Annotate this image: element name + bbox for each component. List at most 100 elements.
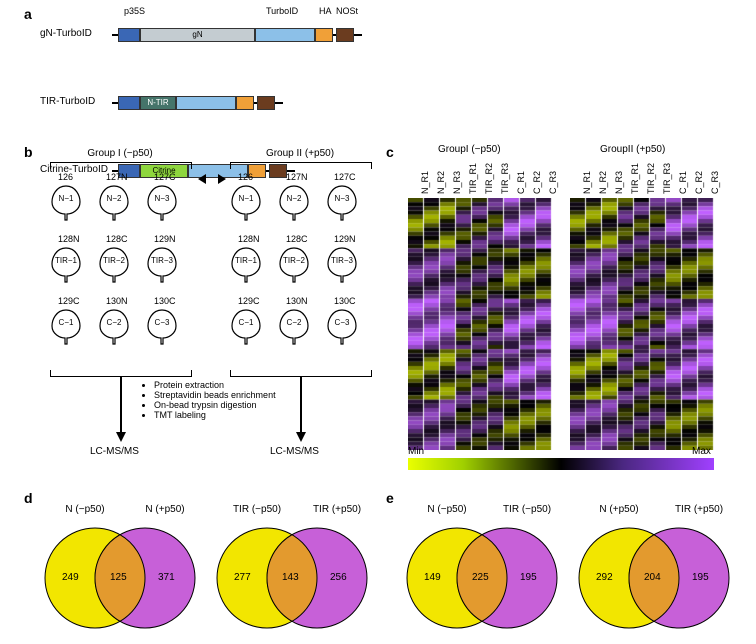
segment-turboid: [176, 96, 236, 110]
venn-left-title: TIR (−p50): [222, 504, 292, 515]
heatmap-col-label: TIR_R3: [662, 163, 672, 194]
protocol-step: Protein extraction: [154, 380, 286, 390]
label-e: e: [386, 490, 394, 506]
leaf-label: TIR−2: [278, 256, 310, 265]
leaf-label: N−1: [50, 194, 82, 203]
label-c: c: [386, 144, 394, 160]
label-p35s: p35S: [124, 6, 145, 16]
leaf-icon: N−1: [230, 184, 262, 218]
panel-b: Group I (−p50)Group II (+p50)126127N127C…: [40, 148, 380, 478]
heatmap-col-label: N_R1: [420, 171, 430, 194]
tmt-label: 126: [58, 172, 73, 182]
heatmap-col-label: C_R2: [694, 171, 704, 194]
legend-min: Min: [408, 446, 424, 457]
arrow-left-icon: [198, 174, 206, 184]
venn-diagram: N (+p50)TIR (+p50)292204195: [574, 498, 744, 638]
tmt-label: 128C: [106, 234, 128, 244]
leaf-label: N−2: [278, 194, 310, 203]
tmt-label: 130N: [106, 296, 128, 306]
label-b: b: [24, 144, 33, 160]
leaf-label: N−3: [326, 194, 358, 203]
venn-svg: [402, 498, 572, 638]
leaf-icon: TIR−3: [146, 246, 178, 280]
leaf-label: TIR−2: [98, 256, 130, 265]
venn-right-title: TIR (+p50): [298, 504, 376, 515]
leaf-label: C−1: [50, 318, 82, 327]
arrow-right-icon: [218, 174, 226, 184]
construct-row: TIR-TurboIDN-TIR: [40, 88, 400, 118]
venn-right-title: TIR (−p50): [488, 504, 566, 515]
label-ha: HA: [319, 6, 332, 16]
leaf-label: C−3: [146, 318, 178, 327]
protocol-steps: Protein extractionStreptavidin beads enr…: [136, 380, 286, 420]
venn-left-value: 292: [596, 572, 613, 583]
heatmap-col-label: TIR_R1: [468, 163, 478, 194]
panel-c: GroupI (−p50)GroupII (+p50)N_R1N_R2N_R3T…: [398, 148, 742, 478]
leaf-label: TIR−3: [326, 256, 358, 265]
leaf-label: C−2: [98, 318, 130, 327]
venn-svg: [574, 498, 744, 638]
protocol-step: Streptavidin beads enrichment: [154, 390, 286, 400]
arrow-line: [300, 376, 302, 432]
heatmap-col-label: C_R3: [548, 171, 558, 194]
venn-right-title: TIR (+p50): [660, 504, 738, 515]
leaf-label: C−1: [230, 318, 262, 327]
segment-p35s: [118, 28, 140, 42]
venn-left-title: N (−p50): [412, 504, 482, 515]
leaf-label: C−3: [326, 318, 358, 327]
tmt-label: 128C: [286, 234, 308, 244]
leaf-label: N−1: [230, 194, 262, 203]
heatmap-col-label: N_R3: [452, 171, 462, 194]
venn-svg: [212, 498, 382, 638]
leaf-icon: TIR−2: [98, 246, 130, 280]
legend-bar: [408, 458, 714, 470]
venn-mid-value: 225: [472, 572, 489, 583]
heatmap-col-label: C_R1: [678, 171, 688, 194]
heatmap-col-label: C_R1: [516, 171, 526, 194]
group-header: Group II (+p50): [260, 148, 340, 159]
tmt-label: 129C: [238, 296, 260, 306]
group-header: Group I (−p50): [80, 148, 160, 159]
heatmap-col-label: N_R3: [614, 171, 624, 194]
bracket: [230, 162, 372, 169]
heatmap: [570, 198, 714, 450]
tmt-label: 128N: [58, 234, 80, 244]
leaf-label: TIR−1: [230, 256, 262, 265]
venn-left-title: N (−p50): [50, 504, 120, 515]
arrow-down-icon: [116, 432, 126, 442]
lcms-label: LC-MS/MS: [90, 446, 139, 457]
construct-label: gN-TurboID: [40, 28, 92, 39]
leaf-label: TIR−3: [146, 256, 178, 265]
tmt-label: 126: [238, 172, 253, 182]
tmt-label: 130N: [286, 296, 308, 306]
panel-e: N (−p50)TIR (−p50)149225195N (+p50)TIR (…: [402, 498, 742, 638]
venn-right-value: 371: [158, 572, 175, 583]
venn-diagram: TIR (−p50)TIR (+p50)277143256: [212, 498, 382, 638]
heatmap-col-label: C_R2: [532, 171, 542, 194]
tmt-label: 130C: [334, 296, 356, 306]
segment-p35s: [118, 96, 140, 110]
panel-a: p35S TurboID HA NOSt gN-TurboIDgN TIR-Tur…: [40, 8, 400, 128]
heatmap-group-title: GroupI (−p50): [438, 144, 501, 155]
bracket: [50, 162, 192, 169]
label-turboid: TurboID: [266, 6, 298, 16]
venn-left-value: 277: [234, 572, 251, 583]
venn-mid-value: 204: [644, 572, 661, 583]
tmt-label: 129N: [334, 234, 356, 244]
segment-ha: [315, 28, 333, 42]
leaf-icon: C−2: [98, 308, 130, 342]
heatmap-col-label: C_R3: [710, 171, 720, 194]
construct-row: gN-TurboIDgN: [40, 20, 400, 50]
legend-max: Max: [692, 446, 711, 457]
venn-right-value: 195: [692, 572, 709, 583]
heatmap-col-label: TIR_R2: [646, 163, 656, 194]
segment-n-tir: N-TIR: [140, 96, 176, 110]
leaf-icon: C−1: [230, 308, 262, 342]
leaf-icon: TIR−2: [278, 246, 310, 280]
label-nost: NOSt: [336, 6, 358, 16]
leaf-icon: TIR−3: [326, 246, 358, 280]
tmt-label: 129C: [58, 296, 80, 306]
segment-turboid: [255, 28, 315, 42]
protocol-step: TMT labeling: [154, 410, 286, 420]
venn-left-value: 249: [62, 572, 79, 583]
